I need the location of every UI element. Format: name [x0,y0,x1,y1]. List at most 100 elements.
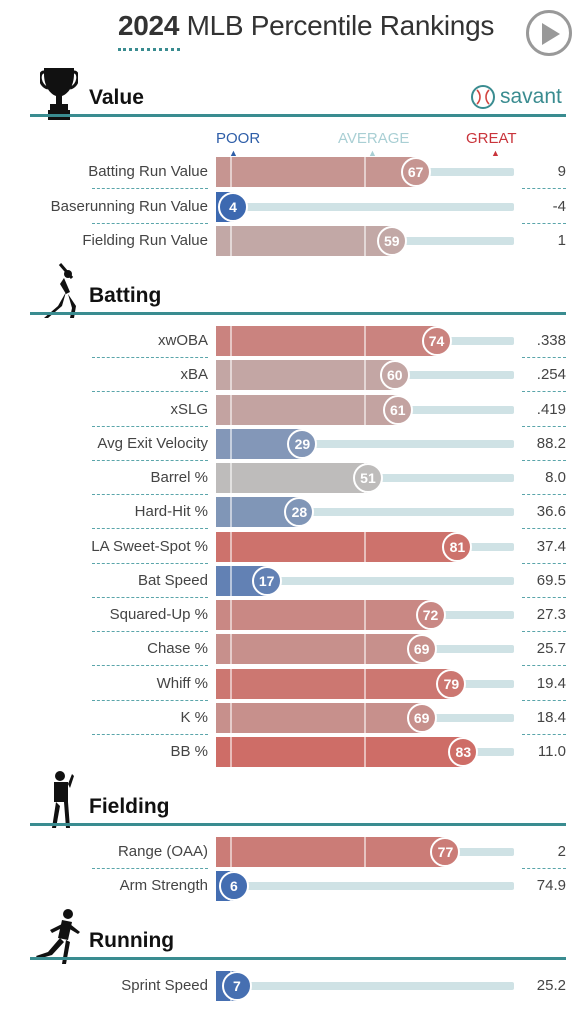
percentile-badge-sprint-speed: 7 [221,971,252,1001]
section-divider-running [30,957,566,960]
metric-label-batting-run-value: Batting Run Value [88,163,208,180]
metric-value-xba: .254 [536,366,566,383]
row-divider [92,223,208,224]
metric-label-range-oaa: Range (OAA) [117,843,208,860]
metric-label-la-sweet-spot: LA Sweet-Spot % [91,538,208,555]
bar-tick [364,532,366,562]
percentile-badge-avg-exit-velocity: 29 [287,429,318,459]
section-divider-value [30,114,566,117]
percentile-badge-la-sweet-spot: 81 [442,532,473,562]
bar-tick [229,600,232,630]
section-title-fielding: Fielding [89,795,170,818]
average-marker-icon: ▲ [368,148,377,158]
percentile-bar-chase [216,634,422,664]
row-divider [522,665,566,666]
row-divider [92,426,208,427]
metric-label-xba: xBA [180,366,208,383]
percentile-badge-fielding-run-value: 59 [376,226,407,256]
row-divider [92,700,208,701]
metric-value-avg-exit-velocity: 88.2 [536,435,566,452]
row-divider [522,868,566,869]
metric-label-whiff: Whiff % [156,675,208,692]
title-underline [118,48,180,51]
bar-tick [229,395,232,425]
metric-label-xwoba: xwOBA [157,332,208,349]
row-divider [92,494,208,495]
metric-value-la-sweet-spot: 37.4 [536,538,566,555]
percentile-bar-barrel [216,463,368,493]
percentile-badge-barrel: 51 [352,463,383,493]
percentile-badge-squared-up: 72 [415,600,446,630]
section-divider-fielding [30,823,566,826]
bar-tick [364,669,366,699]
row-divider [522,528,566,529]
percentile-bar-xslg [216,395,398,425]
bar-tick [229,463,232,493]
scale-poor-label: POOR [216,130,261,147]
row-divider [92,868,208,869]
percentile-track [216,508,514,516]
metric-value-fielding-run-value: 1 [557,232,566,249]
bar-tick [364,837,366,867]
metric-label-arm-strength: Arm Strength [119,877,208,894]
percentile-bar-range-oaa [216,837,446,867]
row-divider [92,460,208,461]
metric-value-hard-hit: 36.6 [536,503,566,520]
metric-value-sprint-speed: 25.2 [536,977,566,994]
metric-label-baserunning-run-value: Baserunning Run Value [50,198,208,215]
metric-value-bb: 11.0 [537,743,566,760]
metric-label-k: K % [180,709,208,726]
percentile-bar-fielding-run-value [216,226,392,256]
percentile-bar-la-sweet-spot [216,532,458,562]
percentile-track [216,440,514,448]
percentile-bar-whiff [216,669,452,699]
bar-tick [229,634,232,664]
row-divider [92,665,208,666]
bar-tick [364,703,366,733]
bar-tick [364,360,366,390]
bar-tick [229,669,232,699]
metric-value-xslg: .419 [536,401,566,418]
percentile-track [216,203,514,211]
row-divider [522,426,566,427]
percentile-badge-k: 69 [406,703,437,733]
bar-tick [364,634,366,664]
row-divider [522,700,566,701]
metric-value-squared-up: 27.3 [536,606,566,623]
great-marker-icon: ▲ [491,148,500,158]
metric-value-whiff: 19.4 [536,675,566,692]
metric-value-chase: 25.7 [536,640,566,657]
percentile-track [216,882,514,890]
bar-tick [229,737,232,767]
row-divider [522,597,566,598]
play-button[interactable] [526,10,572,56]
row-divider [522,563,566,564]
metric-label-hard-hit: Hard-Hit % [134,503,208,520]
bar-tick [364,600,366,630]
metric-label-squared-up: Squared-Up % [109,606,208,623]
bar-tick [229,837,232,867]
bar-tick [364,395,366,425]
poor-marker-icon: ▲ [229,148,238,158]
percentile-bar-k [216,703,422,733]
savant-label: savant [500,85,562,108]
row-divider [92,563,208,564]
percentile-badge-bat-speed: 17 [251,566,282,596]
bar-tick [229,226,232,256]
row-divider [522,391,566,392]
bar-tick [229,429,232,459]
baseball-icon [471,85,495,109]
bar-tick [364,326,366,356]
trophy-icon [38,64,80,127]
metric-label-bb: BB % [170,743,208,760]
savant-logo: savant [470,84,562,110]
section-title-value: Value [89,86,144,109]
scale-average-label: AVERAGE [338,130,410,147]
bar-tick [364,157,366,187]
bar-tick [364,737,366,767]
percentile-bar-bb [216,737,464,767]
metric-label-xslg: xSLG [170,401,208,418]
percentile-bar-xwoba [216,326,437,356]
bar-tick [229,326,232,356]
percentile-badge-range-oaa: 77 [430,837,461,867]
